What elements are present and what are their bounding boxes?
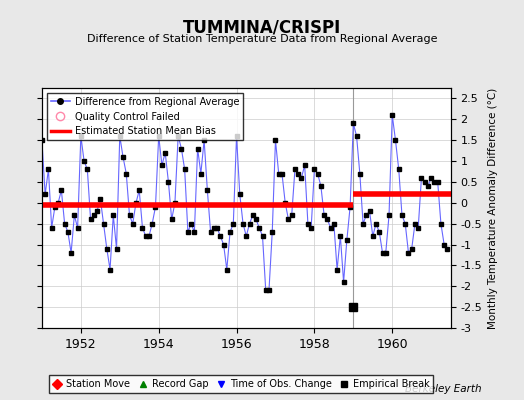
- Y-axis label: Monthly Temperature Anomaly Difference (°C): Monthly Temperature Anomaly Difference (…: [488, 87, 498, 329]
- Text: Difference of Station Temperature Data from Regional Average: Difference of Station Temperature Data f…: [87, 34, 437, 44]
- Text: TUMMINA/CRISPI: TUMMINA/CRISPI: [183, 18, 341, 36]
- Text: Berkeley Earth: Berkeley Earth: [406, 384, 482, 394]
- Legend: Difference from Regional Average, Quality Control Failed, Estimated Station Mean: Difference from Regional Average, Qualit…: [47, 93, 243, 140]
- Legend: Station Move, Record Gap, Time of Obs. Change, Empirical Break: Station Move, Record Gap, Time of Obs. C…: [49, 375, 433, 393]
